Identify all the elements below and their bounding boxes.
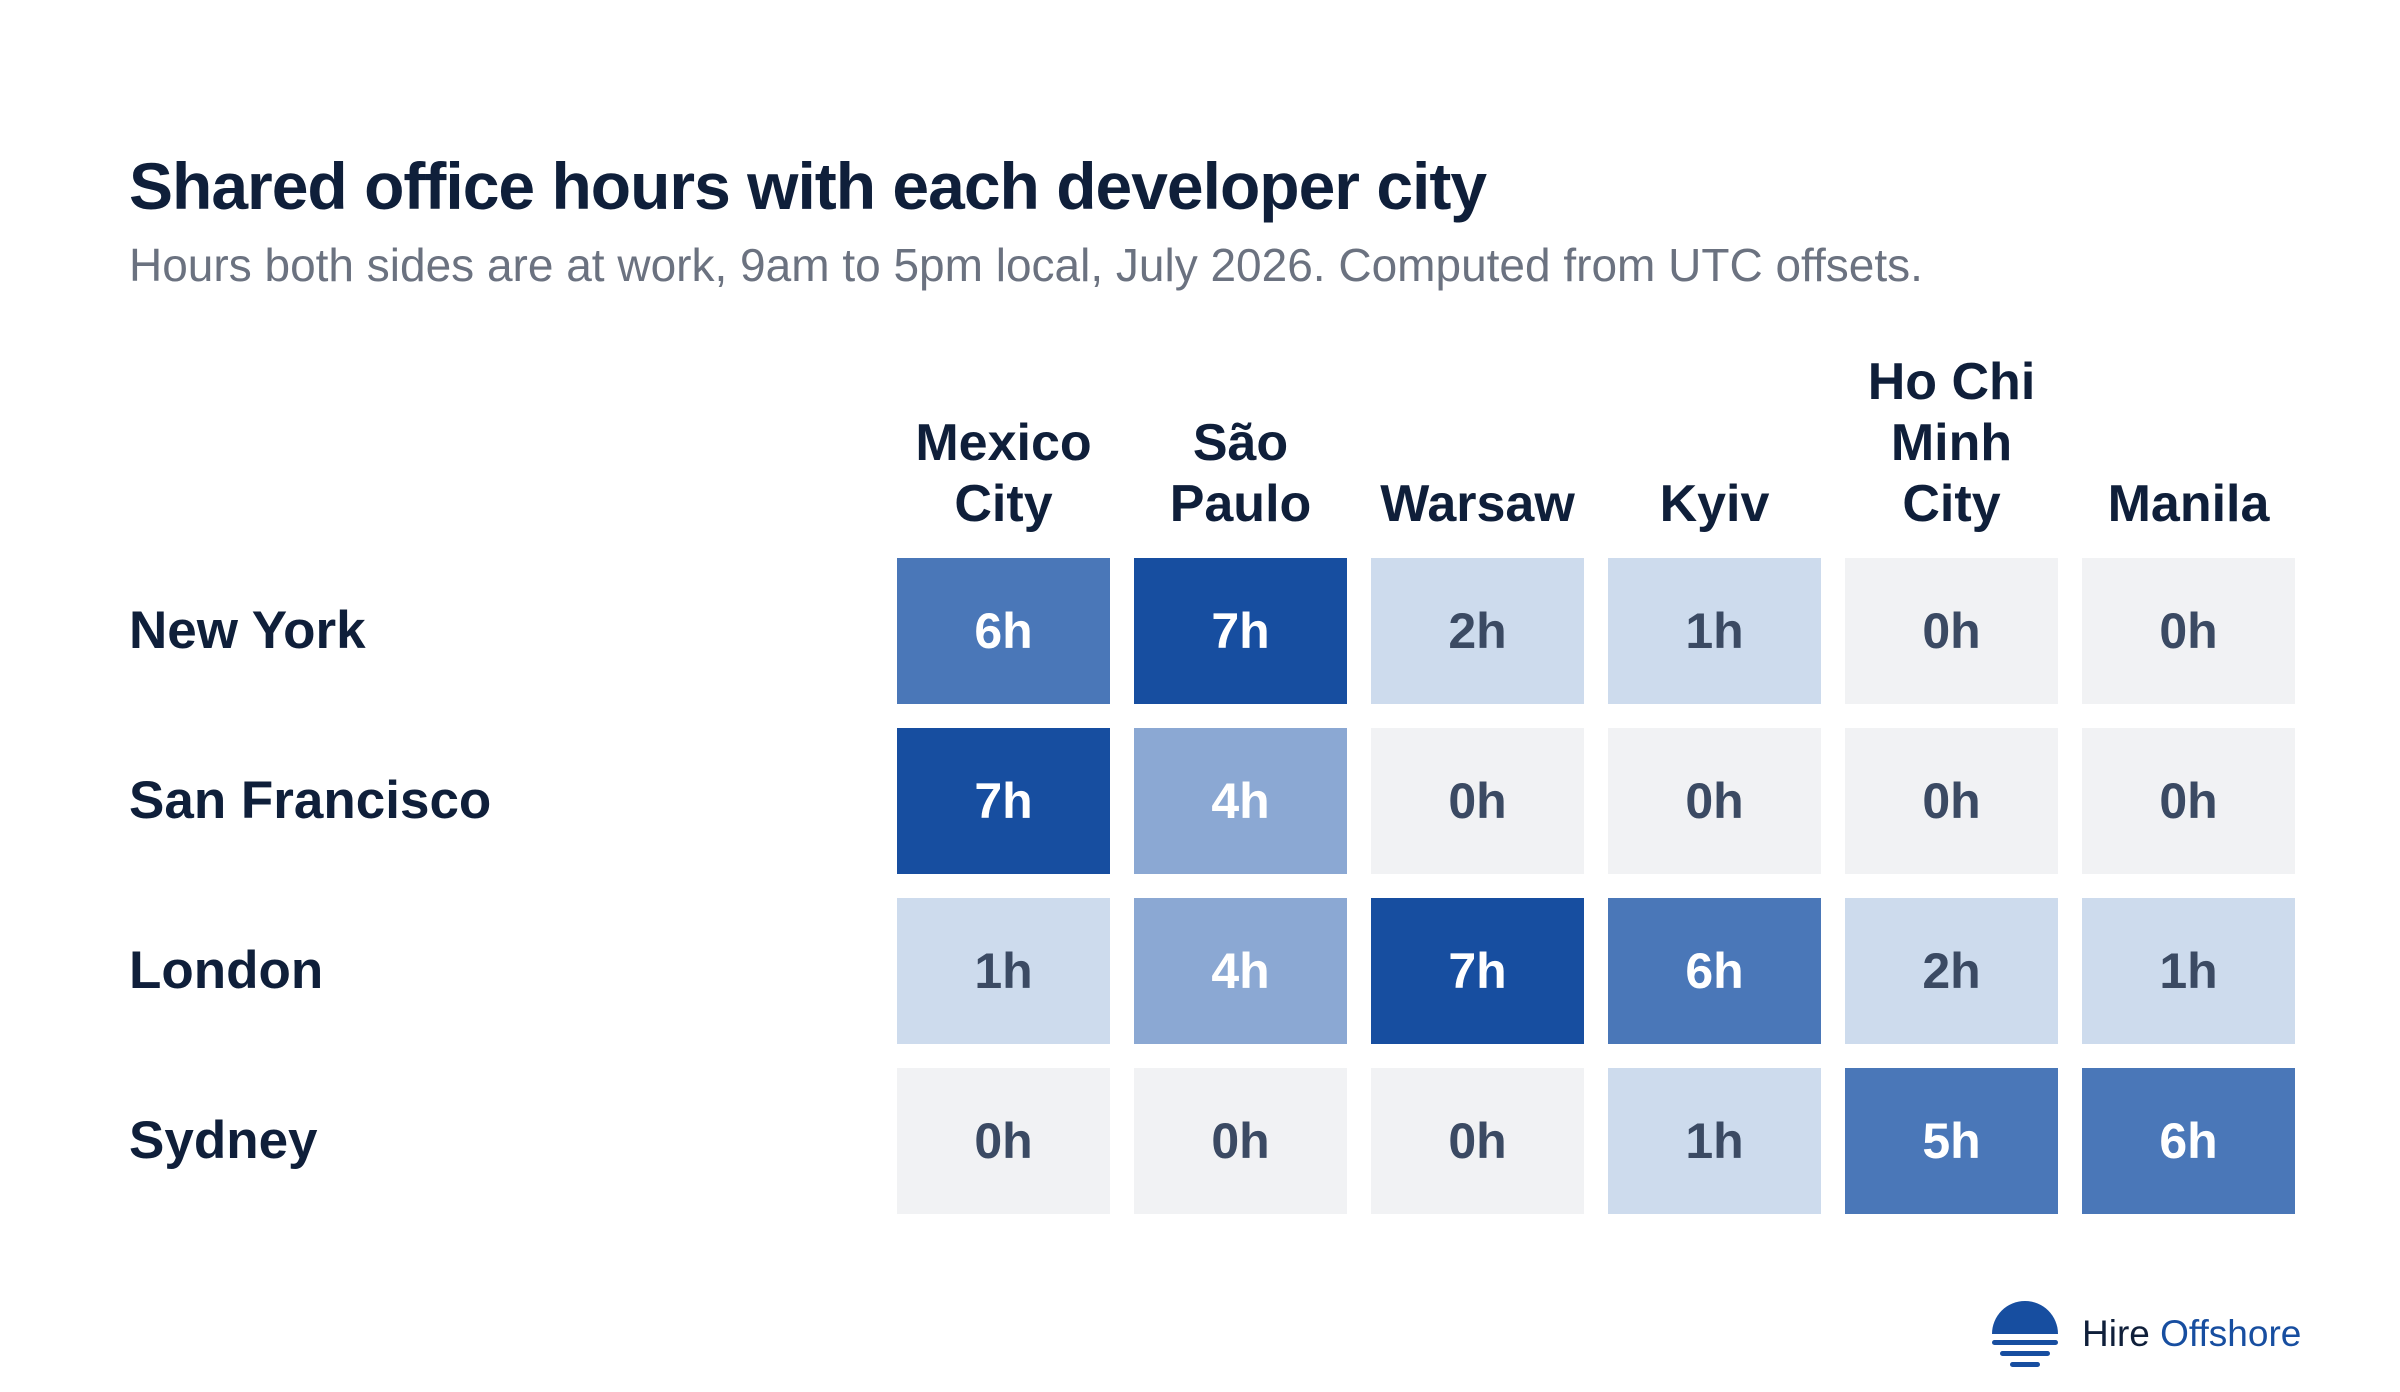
heatmap-cell: 6h <box>897 558 1110 704</box>
row-label: New York <box>129 601 366 660</box>
heatmap-cell: 0h <box>1134 1068 1347 1214</box>
column-header: Warsaw <box>1363 474 1593 535</box>
chart-subtitle: Hours both sides are at work, 9am to 5pm… <box>129 239 1923 291</box>
column-header-line: Mexico <box>915 414 1092 472</box>
row-label: London <box>129 941 324 1000</box>
column-header-line: City <box>1902 475 2001 533</box>
column-header-line: Manila <box>2107 475 2270 533</box>
heatmap-cell: 5h <box>1845 1068 2058 1214</box>
column-header-line: Warsaw <box>1380 475 1575 533</box>
heatmap-cell: 7h <box>1371 898 1584 1044</box>
heatmap-cell: 0h <box>1608 728 1821 874</box>
column-header-line: Ho Chi <box>1867 353 2036 411</box>
column-header-line: City <box>954 475 1053 533</box>
heatmap-cell: 0h <box>2082 728 2295 874</box>
heatmap-cell: 1h <box>2082 898 2295 1044</box>
heatmap-cell: 4h <box>1134 898 1347 1044</box>
heatmap-cell: 2h <box>1845 898 2058 1044</box>
column-header: Mexico City <box>889 413 1119 535</box>
chart-title: Shared office hours with each developer … <box>129 149 1487 223</box>
column-header: Kyiv <box>1600 474 1830 535</box>
heatmap-cell: 6h <box>2082 1068 2295 1214</box>
heatmap-cell: 1h <box>1608 558 1821 704</box>
heatmap-cell: 0h <box>1845 558 2058 704</box>
column-header-line: Kyiv <box>1659 475 1770 533</box>
row-label: San Francisco <box>129 771 492 830</box>
column-header-line: São <box>1192 414 1289 472</box>
heatmap-cell: 1h <box>1608 1068 1821 1214</box>
heatmap-cell: 4h <box>1134 728 1347 874</box>
heatmap-cell: 7h <box>1134 558 1347 704</box>
brand-name: Hire Offshore <box>2082 1313 2301 1355</box>
column-header: Manila <box>2074 474 2304 535</box>
column-header: Ho Chi Minh City <box>1837 352 2067 535</box>
row-label: Sydney <box>129 1111 318 1170</box>
heatmap-cell: 0h <box>1845 728 2058 874</box>
brand-name-accent: Offshore <box>2160 1313 2302 1354</box>
sunset-logo-icon <box>1992 1301 2058 1367</box>
heatmap-cell: 0h <box>1371 1068 1584 1214</box>
heatmap-cell: 2h <box>1371 558 1584 704</box>
heatmap-cell: 1h <box>897 898 1110 1044</box>
brand-name-primary: Hire <box>2082 1313 2150 1354</box>
heatmap-cell: 6h <box>1608 898 1821 1044</box>
column-header-line: Paulo <box>1169 475 1312 533</box>
heatmap-cell: 0h <box>897 1068 1110 1214</box>
heatmap-cell: 0h <box>1371 728 1584 874</box>
brand-logo: Hire Offshore <box>1990 1296 2301 1372</box>
column-header-line: Minh <box>1890 414 2013 472</box>
heatmap-cell: 7h <box>897 728 1110 874</box>
column-header: São Paulo <box>1126 413 1356 535</box>
heatmap-cell: 0h <box>2082 558 2295 704</box>
